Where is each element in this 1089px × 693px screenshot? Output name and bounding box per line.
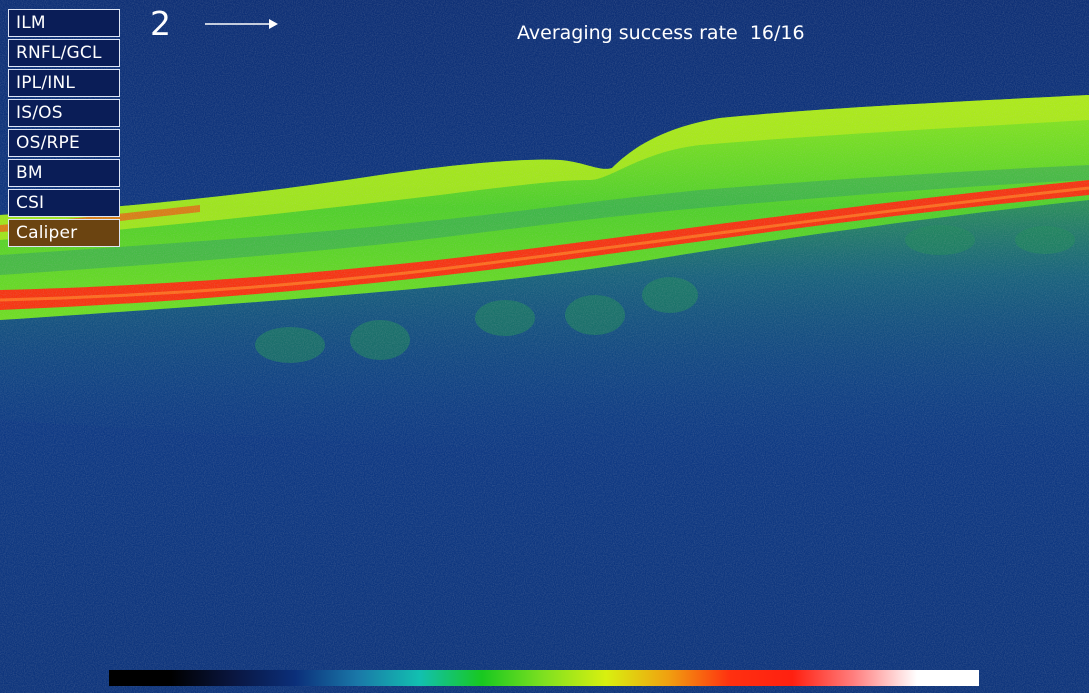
averaging-value: 16/16: [749, 22, 805, 44]
layer-button-rnfl-gcl[interactable]: RNFL/GCL: [8, 39, 120, 67]
layer-button-csi[interactable]: CSI: [8, 189, 120, 217]
colorbar-gradient: [109, 670, 979, 686]
layer-button-caliper[interactable]: Caliper: [8, 219, 120, 247]
layer-button-is-os[interactable]: IS/OS: [8, 99, 120, 127]
layer-button-ipl-inl[interactable]: IPL/INL: [8, 69, 120, 97]
scan-number: 2: [150, 4, 171, 43]
right-arrow-icon: [205, 19, 278, 29]
colorbar: [109, 670, 979, 686]
averaging-label: Averaging success rate: [517, 22, 738, 44]
layer-menu: ILM RNFL/GCL IPL/INL IS/OS OS/RPE BM CSI…: [8, 9, 120, 247]
layer-button-os-rpe[interactable]: OS/RPE: [8, 129, 120, 157]
layer-button-ilm[interactable]: ILM: [8, 9, 120, 37]
layer-button-bm[interactable]: BM: [8, 159, 120, 187]
averaging-success-rate: Averaging success rate 16/16: [517, 21, 805, 45]
